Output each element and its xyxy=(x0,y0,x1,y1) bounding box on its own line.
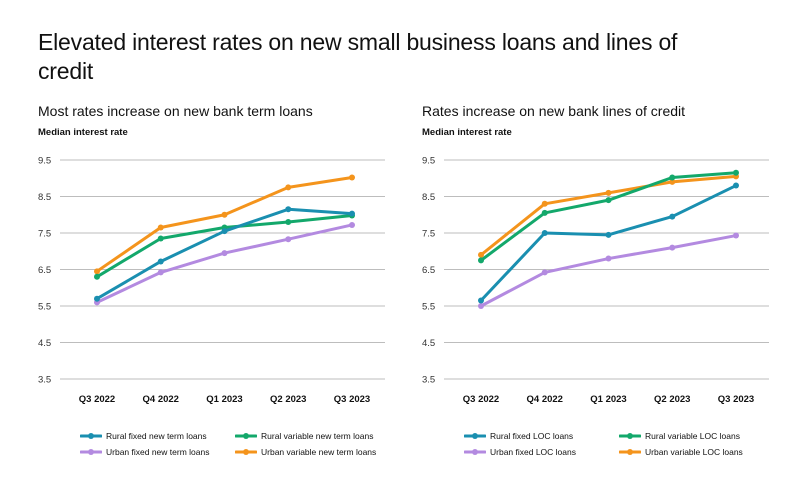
loc-chart: 9.5 8.5 7.5 6.5 5.5 4.5 3.5 Q3 2022 Q4 2022 Q1 20… xyxy=(422,156,769,405)
legend-swatch xyxy=(80,433,102,439)
legend-label: Urban fixed new term loans xyxy=(106,447,210,457)
legend-item: Urban fixed LOC loans xyxy=(464,447,576,457)
y-tick-label: 7.5 xyxy=(38,229,51,240)
series-line-rural-variable xyxy=(479,171,738,262)
data-point-urban-fixed xyxy=(605,255,612,262)
data-point-urban-variable xyxy=(349,174,355,181)
y-tick-label: 4.5 xyxy=(422,338,435,349)
data-point-rural-variable xyxy=(478,257,484,264)
data-point-rural-fixed xyxy=(733,182,739,189)
legend-label: Rural fixed LOC loans xyxy=(490,431,574,441)
legend-swatch xyxy=(464,449,486,455)
data-point-urban-fixed xyxy=(221,250,228,257)
data-point-urban-fixed xyxy=(478,303,484,309)
data-point-rural-fixed xyxy=(94,295,100,302)
data-point-rural-variable xyxy=(285,219,292,226)
x-tick-label: Q3 2022 xyxy=(463,394,499,405)
loc-y-axis-label: Median interest rate xyxy=(422,127,512,138)
data-point-urban-variable xyxy=(221,211,228,218)
data-point-rural-variable xyxy=(669,174,676,181)
term-loans-legend: Rural fixed new term loans Rural variable… xyxy=(80,431,380,461)
loc-legend: Rural fixed LOC loans Rural variable LOC … xyxy=(464,431,764,461)
y-tick-label: 6.5 xyxy=(38,265,51,276)
series-line-urban-fixed xyxy=(479,234,738,308)
main-title: Elevated interest rates on new small bus… xyxy=(38,29,678,84)
y-tick-label: 3.5 xyxy=(38,375,51,386)
y-tick-label: 5.5 xyxy=(38,302,51,313)
legend-label: Rural variable new term loans xyxy=(261,431,374,441)
series-line-urban-fixed xyxy=(95,223,354,304)
legend-item: Rural variable new term loans xyxy=(235,431,373,441)
x-tick-label: Q4 2022 xyxy=(527,394,563,405)
y-tick-label: 5.5 xyxy=(422,302,435,313)
legend-swatch xyxy=(464,433,486,439)
y-tick-label: 7.5 xyxy=(422,229,435,240)
legend-item: Rural variable LOC loans xyxy=(619,431,740,441)
x-tick-label: Q1 2023 xyxy=(206,394,242,405)
y-tick-label: 6.5 xyxy=(422,265,435,276)
term-loans-chart-title: Most rates increase on new bank term loa… xyxy=(38,103,313,119)
data-point-rural-fixed xyxy=(669,213,676,220)
y-tick-label: 8.5 xyxy=(422,192,435,203)
y-tick-label: 9.5 xyxy=(38,156,51,167)
legend-swatch xyxy=(619,433,641,439)
data-point-urban-fixed xyxy=(733,232,739,239)
term-loans-chart: 9.5 8.5 7.5 6.5 5.5 4.5 3.5 Q3 2022 Q4 2022 Q1 20… xyxy=(38,156,385,405)
x-tick-label: Q1 2023 xyxy=(590,394,626,405)
legend-item: Urban variable LOC loans xyxy=(619,447,743,457)
data-point-rural-fixed xyxy=(541,230,548,236)
series-line-urban-variable xyxy=(95,176,354,273)
loc-panel: Rates increase on new bank lines of cred… xyxy=(384,96,774,476)
y-tick-label: 3.5 xyxy=(422,375,435,386)
data-point-rural-fixed xyxy=(221,228,228,235)
data-point-urban-fixed xyxy=(157,269,164,276)
data-point-rural-variable xyxy=(605,197,612,204)
y-tick-label: 8.5 xyxy=(38,192,51,203)
data-point-urban-variable xyxy=(605,189,612,196)
y-tick-label: 9.5 xyxy=(422,156,435,167)
data-point-urban-fixed xyxy=(285,236,292,243)
legend-item: Rural fixed LOC loans xyxy=(464,431,573,441)
legend-label: Urban fixed LOC loans xyxy=(490,447,576,457)
data-point-rural-fixed xyxy=(478,297,484,304)
legend-item: Urban fixed new term loans xyxy=(80,447,209,457)
term-loans-y-axis-label: Median interest rate xyxy=(38,127,128,138)
legend-swatch xyxy=(619,449,641,455)
data-point-rural-fixed xyxy=(157,258,164,265)
legend-label: Urban variable new term loans xyxy=(261,447,377,457)
legend-swatch xyxy=(80,449,102,455)
legend-item: Urban variable new term loans xyxy=(235,447,376,457)
legend-swatch xyxy=(235,449,257,455)
data-point-urban-variable xyxy=(669,178,676,185)
data-point-urban-fixed xyxy=(669,244,676,251)
data-point-urban-variable xyxy=(157,224,164,231)
x-tick-label: Q2 2023 xyxy=(270,394,306,405)
data-point-urban-variable xyxy=(94,268,100,275)
data-point-rural-variable xyxy=(94,273,100,280)
legend-label: Rural fixed new term loans xyxy=(106,431,207,441)
data-point-rural-fixed xyxy=(285,206,292,213)
legend-item: Rural fixed new term loans xyxy=(80,431,207,441)
data-point-urban-fixed xyxy=(349,221,355,228)
x-tick-label: Q3 2023 xyxy=(334,394,370,405)
term-loans-panel: Most rates increase on new bank term loa… xyxy=(0,96,390,476)
data-point-urban-variable xyxy=(541,200,548,207)
data-point-urban-variable xyxy=(285,184,292,191)
data-point-rural-variable xyxy=(541,209,548,216)
data-point-rural-fixed xyxy=(349,210,355,217)
loc-chart-title: Rates increase on new bank lines of cred… xyxy=(422,103,686,119)
legend-label: Rural variable LOC loans xyxy=(645,431,740,441)
data-point-rural-variable xyxy=(733,169,739,176)
x-tick-label: Q3 2023 xyxy=(718,394,754,405)
x-tick-label: Q2 2023 xyxy=(654,394,690,405)
data-point-urban-fixed xyxy=(541,269,548,276)
y-tick-label: 4.5 xyxy=(38,338,51,349)
x-tick-label: Q4 2022 xyxy=(143,394,179,405)
legend-label: Urban variable LOC loans xyxy=(645,447,743,457)
legend-swatch xyxy=(235,433,257,439)
x-tick-label: Q3 2022 xyxy=(79,394,115,405)
data-point-rural-fixed xyxy=(605,231,612,238)
data-point-urban-variable xyxy=(478,251,484,258)
data-point-rural-variable xyxy=(157,235,164,242)
